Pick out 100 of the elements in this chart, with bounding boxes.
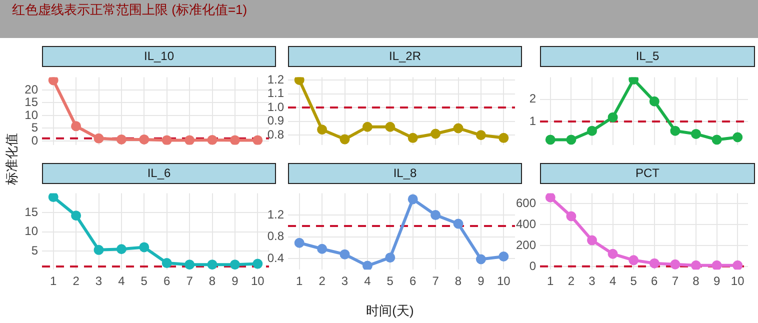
- point: [207, 260, 218, 270]
- point: [294, 238, 304, 248]
- x-tick-label: 5: [386, 274, 394, 288]
- point: [294, 77, 304, 85]
- y-tick-label: 0.9: [267, 114, 284, 128]
- x-tick-label: 10: [730, 274, 745, 288]
- x-tick-label: 10: [496, 274, 511, 288]
- point: [628, 77, 639, 84]
- y-tick-label: 1.0: [267, 100, 284, 114]
- point: [608, 248, 618, 259]
- point: [71, 210, 82, 221]
- x-tick-label: 9: [232, 274, 239, 288]
- point: [94, 244, 104, 255]
- point: [732, 260, 743, 270]
- x-tick-label: 5: [630, 274, 638, 288]
- point: [732, 132, 743, 142]
- point: [476, 254, 486, 264]
- point: [317, 124, 328, 135]
- y-tick-label: 2: [529, 92, 536, 106]
- point: [587, 235, 597, 246]
- x-tick-label: 3: [341, 274, 348, 288]
- point: [139, 134, 150, 144]
- point: [430, 210, 441, 220]
- chart-title: IL_5: [540, 46, 755, 67]
- point: [385, 252, 396, 263]
- x-tick-label: 9: [478, 274, 485, 288]
- point: [649, 258, 660, 268]
- point: [628, 255, 639, 266]
- point: [139, 242, 150, 252]
- x-tick-label: 2: [568, 274, 575, 288]
- point: [48, 193, 58, 202]
- x-tick-label: 1: [50, 274, 58, 288]
- y-tick-label: 1.2: [267, 72, 284, 86]
- x-tick-label: 2: [318, 274, 326, 288]
- point: [476, 130, 486, 140]
- x-tick-label: 6: [164, 274, 171, 288]
- point: [498, 132, 509, 143]
- point: [453, 123, 464, 134]
- x-tick-label: 5: [140, 274, 148, 288]
- point: [184, 260, 195, 270]
- point: [230, 135, 240, 145]
- x-tick-label: 4: [609, 274, 616, 288]
- point: [71, 121, 82, 132]
- x-tick-label: 6: [651, 274, 658, 288]
- point: [566, 134, 576, 145]
- point: [48, 77, 58, 86]
- point: [670, 126, 680, 136]
- y-tick-label: 0: [529, 258, 536, 273]
- x-tick-label: 9: [713, 274, 720, 288]
- point: [566, 211, 576, 222]
- point: [712, 134, 722, 145]
- point: [691, 260, 701, 270]
- point: [649, 96, 660, 106]
- y-tick-label: 10: [24, 108, 38, 122]
- point: [608, 112, 618, 122]
- point: [362, 260, 372, 270]
- point: [116, 134, 126, 144]
- point: [385, 122, 396, 132]
- x-tick-label: 8: [208, 274, 216, 288]
- point: [252, 135, 263, 145]
- point: [453, 218, 464, 229]
- x-tick-label: 7: [672, 274, 679, 288]
- y-tick-label: 20: [24, 82, 38, 96]
- point: [340, 249, 350, 260]
- point: [162, 258, 172, 268]
- y-tick-label: 0.8: [267, 127, 284, 142]
- x-tick-label: 1: [547, 274, 554, 288]
- y-axis-title: 标准化值: [3, 132, 20, 187]
- chart-title: PCT: [540, 163, 755, 184]
- y-tick-label: 15: [24, 204, 38, 219]
- y-tick-label: 15: [24, 95, 38, 110]
- y-tick-label: 200: [516, 238, 536, 252]
- point: [252, 258, 263, 269]
- chart-title: IL_8: [288, 163, 522, 184]
- x-tick-label: 3: [95, 274, 102, 288]
- x-tick-label: 7: [432, 274, 440, 288]
- point: [116, 244, 126, 254]
- point: [162, 135, 172, 145]
- chart-title: IL_10: [42, 46, 276, 67]
- point: [545, 134, 556, 145]
- x-tick-label: 8: [454, 274, 462, 288]
- point: [408, 194, 418, 204]
- x-tick-label: 4: [118, 274, 126, 288]
- y-tick-label: 0.4: [267, 251, 284, 265]
- point: [340, 134, 350, 144]
- y-tick-label: 5: [31, 120, 38, 135]
- x-tick-label: 2: [72, 274, 80, 288]
- y-tick-label: 400: [516, 216, 536, 231]
- x-tick-label: 8: [692, 274, 700, 288]
- y-tick-label: 1: [529, 114, 536, 128]
- point: [317, 244, 328, 254]
- point: [712, 260, 722, 270]
- point: [545, 193, 556, 202]
- point: [408, 132, 418, 143]
- y-tick-label: 0: [31, 133, 38, 148]
- point: [230, 260, 240, 270]
- y-tick-label: 600: [516, 196, 536, 210]
- point: [207, 134, 218, 145]
- y-tick-label: 10: [24, 224, 38, 238]
- chart-title: IL_6: [42, 163, 276, 184]
